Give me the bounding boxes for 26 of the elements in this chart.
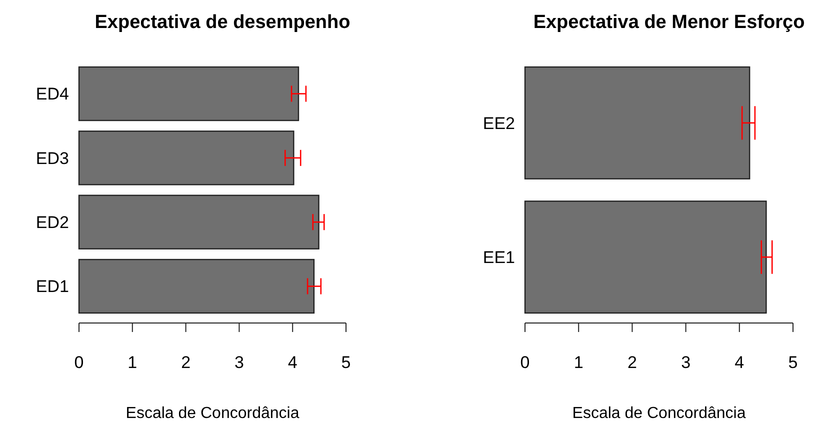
bar	[78, 258, 315, 314]
x-tick-label: 4	[734, 353, 744, 372]
x-tick-label: 5	[788, 353, 798, 372]
x-tick-label: 3	[234, 353, 244, 372]
y-tick-label: EE1	[482, 248, 515, 268]
chart-title: Expectativa de desempenho	[94, 12, 350, 33]
y-tick-label: ED3	[36, 148, 69, 168]
x-tick-label: 5	[341, 353, 351, 372]
bar	[78, 130, 294, 186]
bar	[78, 66, 300, 122]
bar	[78, 194, 320, 250]
x-tick-label: 2	[181, 353, 191, 372]
x-axis-title: Escala de Concordância	[572, 405, 746, 422]
x-axis-title: Escala de Concordância	[126, 405, 300, 422]
x-tick-label: 2	[627, 353, 637, 372]
x-tick-label: 4	[288, 353, 298, 372]
chart-title: Expectativa de Menor Esforço	[533, 12, 805, 33]
y-tick-label: EE2	[482, 114, 515, 133]
x-tick-label: 1	[574, 353, 584, 372]
x-tick-label: 1	[128, 353, 138, 372]
y-tick-label: ED4	[36, 84, 69, 104]
x-tick-label: 0	[520, 353, 530, 372]
x-tick-label: 0	[74, 353, 84, 372]
x-tick-label: 3	[681, 353, 691, 372]
y-tick-label: ED1	[36, 277, 69, 296]
y-tick-label: ED2	[36, 213, 69, 232]
